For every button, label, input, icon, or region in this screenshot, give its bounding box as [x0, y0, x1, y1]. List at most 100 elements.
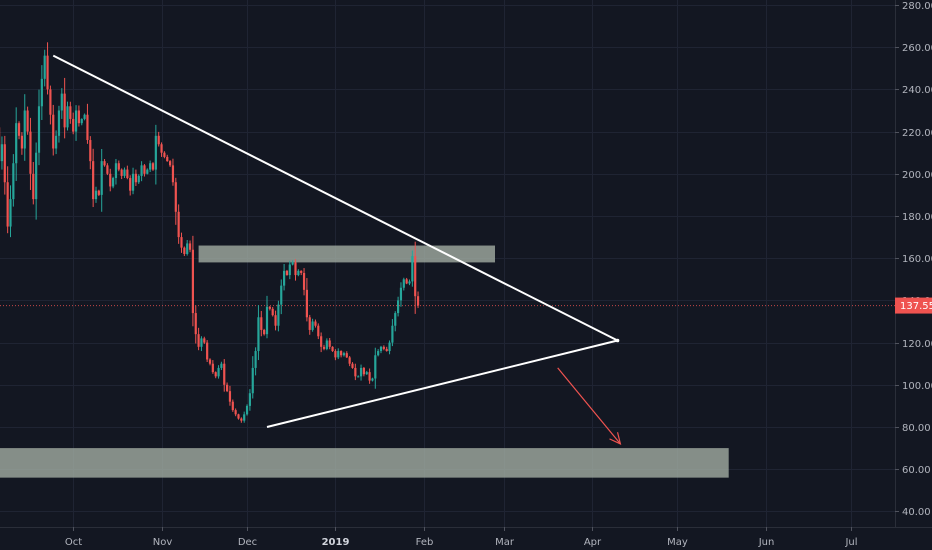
x-tick-label: Dec [238, 537, 257, 548]
y-tick-label: 180.00 [902, 212, 932, 223]
candle-body [174, 182, 177, 212]
candle-body [163, 152, 166, 157]
candle-body [414, 256, 417, 297]
candle-body [294, 262, 297, 276]
candle-body [46, 55, 49, 90]
candle-body [203, 338, 206, 343]
grid-lines [0, 0, 895, 527]
candle-body [151, 163, 155, 170]
candle-body [211, 363, 214, 373]
candle-body [345, 353, 348, 358]
candle-body [35, 152, 38, 200]
candle-body [314, 321, 317, 326]
candle-body [160, 144, 163, 153]
candle-body [331, 346, 334, 352]
y-tick-label: 200.00 [902, 170, 932, 181]
x-tick-label: May [667, 537, 688, 548]
candle-body [368, 372, 371, 381]
drawing-overlays [52, 54, 622, 445]
candle-body [394, 313, 397, 326]
candle-body [317, 325, 320, 337]
candle-body [351, 363, 354, 368]
candle-body [300, 270, 303, 273]
candle-body [243, 414, 246, 421]
zone-rect [198, 245, 495, 263]
y-tick-label: 220.00 [902, 128, 932, 139]
candle-body [237, 414, 240, 419]
candle-body [234, 410, 237, 415]
candle-body [379, 346, 383, 352]
candle-body [143, 165, 146, 174]
y-tick-label: 160.00 [902, 254, 932, 265]
candle-body [15, 123, 18, 164]
time-axis[interactable]: Oct Nov Dec 2019 Feb Mar Apr May Jun Jul [65, 527, 858, 548]
candle-body [385, 348, 388, 352]
x-tick-label: Apr [584, 537, 602, 548]
candle-body [92, 161, 95, 200]
candle-body [194, 313, 197, 335]
candle-body [228, 391, 232, 402]
candle-body [77, 110, 80, 124]
candle-body [157, 135, 160, 145]
candle-body [320, 336, 323, 347]
candle-body [408, 281, 411, 284]
trendline-apex-dot [615, 338, 620, 343]
candle-body [37, 106, 41, 153]
candle-body [131, 173, 135, 191]
candle-body [72, 118, 75, 132]
candle-body [86, 114, 89, 141]
candle-body [388, 342, 391, 352]
candle-body [57, 110, 61, 136]
candle-body [112, 178, 115, 187]
trendline [266, 339, 618, 428]
candle-body [208, 359, 212, 364]
candle-body [17, 123, 21, 136]
candle-body [328, 340, 331, 347]
candle-body [362, 367, 365, 375]
y-tick-label: 60.00 [902, 465, 931, 476]
candle-body [106, 165, 109, 174]
last-price-marker: 137.55 [895, 297, 932, 314]
x-tick-label: Jul [844, 537, 857, 548]
candle-body [271, 308, 274, 316]
candle-body [183, 247, 186, 254]
price-axis[interactable]: 280.00 260.00 240.00 220.00 200.00 180.00 160.… [895, 1, 932, 518]
candle-body [357, 376, 360, 378]
candle-body [32, 173, 35, 200]
candle-body [89, 140, 92, 162]
candle-body [83, 114, 86, 119]
candle-body [120, 169, 123, 176]
candlestick-series [0, 42, 895, 423]
candle-body [171, 165, 175, 183]
candle-body [134, 173, 137, 183]
y-tick-label: 80.00 [902, 423, 931, 434]
x-tick-label: Feb [416, 537, 434, 548]
candle-body [166, 156, 169, 162]
candle-body [20, 135, 23, 149]
candle-body [123, 169, 126, 176]
candle-body [60, 93, 63, 111]
candle-body [245, 405, 249, 415]
y-tick-label: 120.00 [902, 339, 932, 350]
candle-body [23, 110, 26, 149]
candle-body [149, 163, 152, 170]
candle-body [280, 285, 283, 305]
candle-body [180, 237, 183, 248]
candle-body [402, 279, 405, 288]
candle-body [55, 135, 58, 149]
candle-body [297, 270, 300, 276]
candle-body [288, 264, 291, 276]
y-tick-label: 280.00 [902, 1, 932, 12]
candle-body [197, 334, 200, 347]
candle-body [80, 118, 83, 124]
arrow-shaft [557, 367, 621, 445]
x-tick-label: Nov [153, 537, 173, 548]
candle-body [114, 163, 118, 179]
candle-body [302, 272, 306, 290]
candle-body [100, 161, 103, 195]
candle-body [69, 106, 72, 119]
candle-body [146, 169, 149, 174]
candle-body [117, 163, 120, 170]
candle-body [154, 135, 157, 170]
